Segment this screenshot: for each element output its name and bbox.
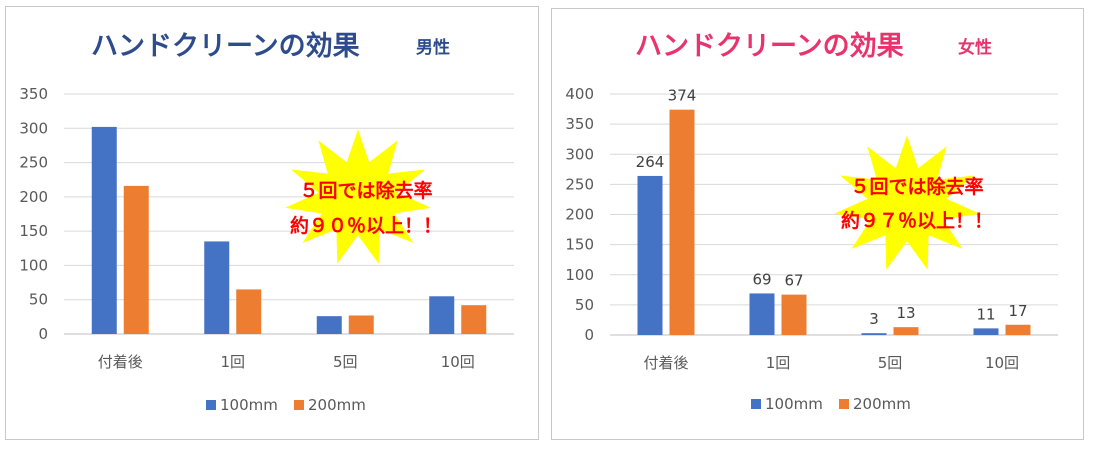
x-category-label: 付着後 <box>643 354 688 372</box>
y-tick-label: 200 <box>19 188 48 206</box>
bar-200mm-2 <box>348 315 374 334</box>
callout-line-2: 約９０％以上！！ <box>290 214 442 237</box>
legend-label: 200mm <box>308 396 366 414</box>
data-label: 17 <box>1008 302 1027 320</box>
y-tick-label: 300 <box>565 145 594 163</box>
x-category-label: 1回 <box>220 353 245 371</box>
bar-200mm-0 <box>669 109 695 335</box>
chart-subtitle: 女性 <box>958 37 992 58</box>
chart-title: ハンドクリーンの効果 <box>635 30 904 62</box>
bar-200mm-3 <box>1005 324 1031 335</box>
bar-100mm-3 <box>973 328 999 335</box>
bar-100mm-3 <box>429 296 455 334</box>
callout-line-2: 約９７％以上！！ <box>841 209 993 232</box>
legend-label: 100mm <box>765 395 823 413</box>
data-label: 3 <box>869 310 879 328</box>
data-label: 264 <box>636 153 665 171</box>
bar-100mm-2 <box>316 316 342 334</box>
legend-swatch-100mm <box>206 400 216 410</box>
y-tick-label: 400 <box>565 85 594 103</box>
bar-100mm-0 <box>637 175 663 335</box>
chart-female: ハンドクリーンの効果 女性 0 50 100 150 200 250 300 350 400 264 3… <box>565 30 1058 413</box>
chart-subtitle: 男性 <box>416 37 450 58</box>
y-tick-label: 150 <box>565 236 594 254</box>
y-tick-label: 300 <box>19 119 48 137</box>
bar-200mm-0 <box>123 185 149 334</box>
x-category-label: 10回 <box>441 353 475 371</box>
x-category-label: 10回 <box>985 354 1019 372</box>
y-tick-label: 50 <box>29 291 48 309</box>
bar-200mm-1 <box>236 289 262 334</box>
bar-100mm-1 <box>204 241 230 334</box>
x-category-label: 付着後 <box>98 353 143 371</box>
y-tick-label: 200 <box>565 206 594 224</box>
y-tick-label: 150 <box>19 222 48 240</box>
y-tick-label: 50 <box>575 296 594 314</box>
legend-label: 200mm <box>853 395 911 413</box>
x-category-label: 5回 <box>878 354 903 372</box>
chart-panel-female: ハンドクリーンの効果 女性 0 50 100 150 200 250 300 350 400 264 3… <box>551 8 1084 440</box>
data-label: 11 <box>976 305 995 323</box>
chart-panel-male: ハンドクリーンの効果 男性 0 50 100 150 200 250 300 350 付着後 1回 5回… <box>5 6 539 440</box>
data-label: 13 <box>896 304 915 322</box>
y-tick-label: 0 <box>584 326 594 344</box>
bar-100mm-2 <box>861 333 887 335</box>
legend-swatch-200mm <box>294 400 304 410</box>
starburst-callout-shape <box>834 135 980 270</box>
y-tick-label: 350 <box>19 85 48 103</box>
bar-200mm-3 <box>461 305 487 334</box>
data-label: 69 <box>752 270 771 288</box>
callout-line-1: ５回では除去率 <box>850 175 983 198</box>
y-tick-label: 0 <box>38 325 48 343</box>
bar-200mm-1 <box>781 294 807 335</box>
y-tick-label: 350 <box>565 115 594 133</box>
legend-label: 100mm <box>220 396 278 414</box>
starburst-callout-shape <box>285 129 431 264</box>
y-tick-label: 250 <box>565 175 594 193</box>
data-label: 374 <box>668 87 697 105</box>
callout-line-1: ５回では除去率 <box>299 179 432 202</box>
bar-100mm-1 <box>749 293 775 335</box>
chart-title: ハンドクリーンの効果 <box>91 30 360 62</box>
y-tick-label: 100 <box>565 266 594 284</box>
bar-200mm-2 <box>893 327 919 335</box>
chart-male: ハンドクリーンの効果 男性 0 50 100 150 200 250 300 350 付着後 1回 5回… <box>19 30 514 414</box>
data-label: 67 <box>784 272 803 290</box>
legend-swatch-200mm <box>839 399 849 409</box>
y-tick-label: 100 <box>19 256 48 274</box>
legend-swatch-100mm <box>751 399 761 409</box>
bar-100mm-0 <box>91 126 117 335</box>
x-category-label: 1回 <box>766 354 791 372</box>
x-category-label: 5回 <box>333 353 358 371</box>
y-tick-label: 250 <box>19 154 48 172</box>
